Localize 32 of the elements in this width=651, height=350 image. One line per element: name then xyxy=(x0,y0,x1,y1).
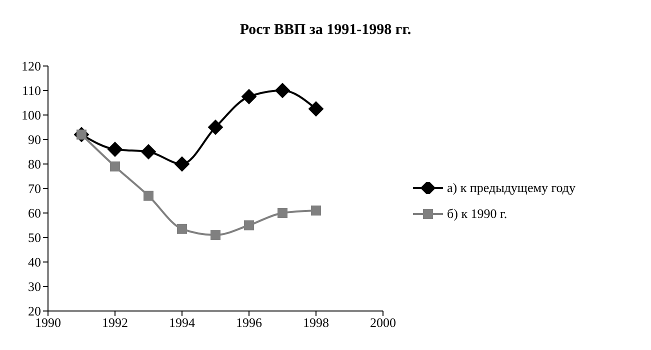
point xyxy=(242,89,256,104)
point xyxy=(108,142,122,157)
y-tick-label: 120 xyxy=(22,58,41,74)
legend-label: а) к предыдущему году xyxy=(447,180,576,196)
point xyxy=(308,101,324,116)
y-tick-label: 100 xyxy=(22,108,41,123)
point xyxy=(177,224,187,234)
y-tick-label: 30 xyxy=(28,279,41,294)
point xyxy=(278,208,288,218)
y-tick-label: 80 xyxy=(28,156,41,172)
y-tick-label: 60 xyxy=(28,206,41,221)
x-tick-label: 1996 xyxy=(236,315,262,330)
y-tick-label: 110 xyxy=(22,83,41,98)
y-tick-label: 90 xyxy=(28,132,41,148)
y-tick-label: 40 xyxy=(28,254,41,270)
x-tick-label: 2000 xyxy=(370,315,396,330)
point xyxy=(208,120,223,135)
point xyxy=(110,161,120,172)
legend-label: б) к 1990 г. xyxy=(447,206,508,222)
chart-title: Рост ВВП за 1991-1998 гг. xyxy=(238,21,412,40)
x-tick-label: 1998 xyxy=(303,315,329,330)
point xyxy=(244,220,254,230)
point xyxy=(311,206,321,216)
x-tick-label: 1994 xyxy=(169,315,196,330)
point xyxy=(174,156,190,172)
point xyxy=(144,190,154,201)
x-tick-label: 1992 xyxy=(102,315,128,330)
point xyxy=(275,83,290,98)
y-tick-label: 50 xyxy=(28,230,41,246)
point xyxy=(210,230,220,240)
point xyxy=(141,144,156,160)
y-tick-label: 70 xyxy=(28,181,41,196)
